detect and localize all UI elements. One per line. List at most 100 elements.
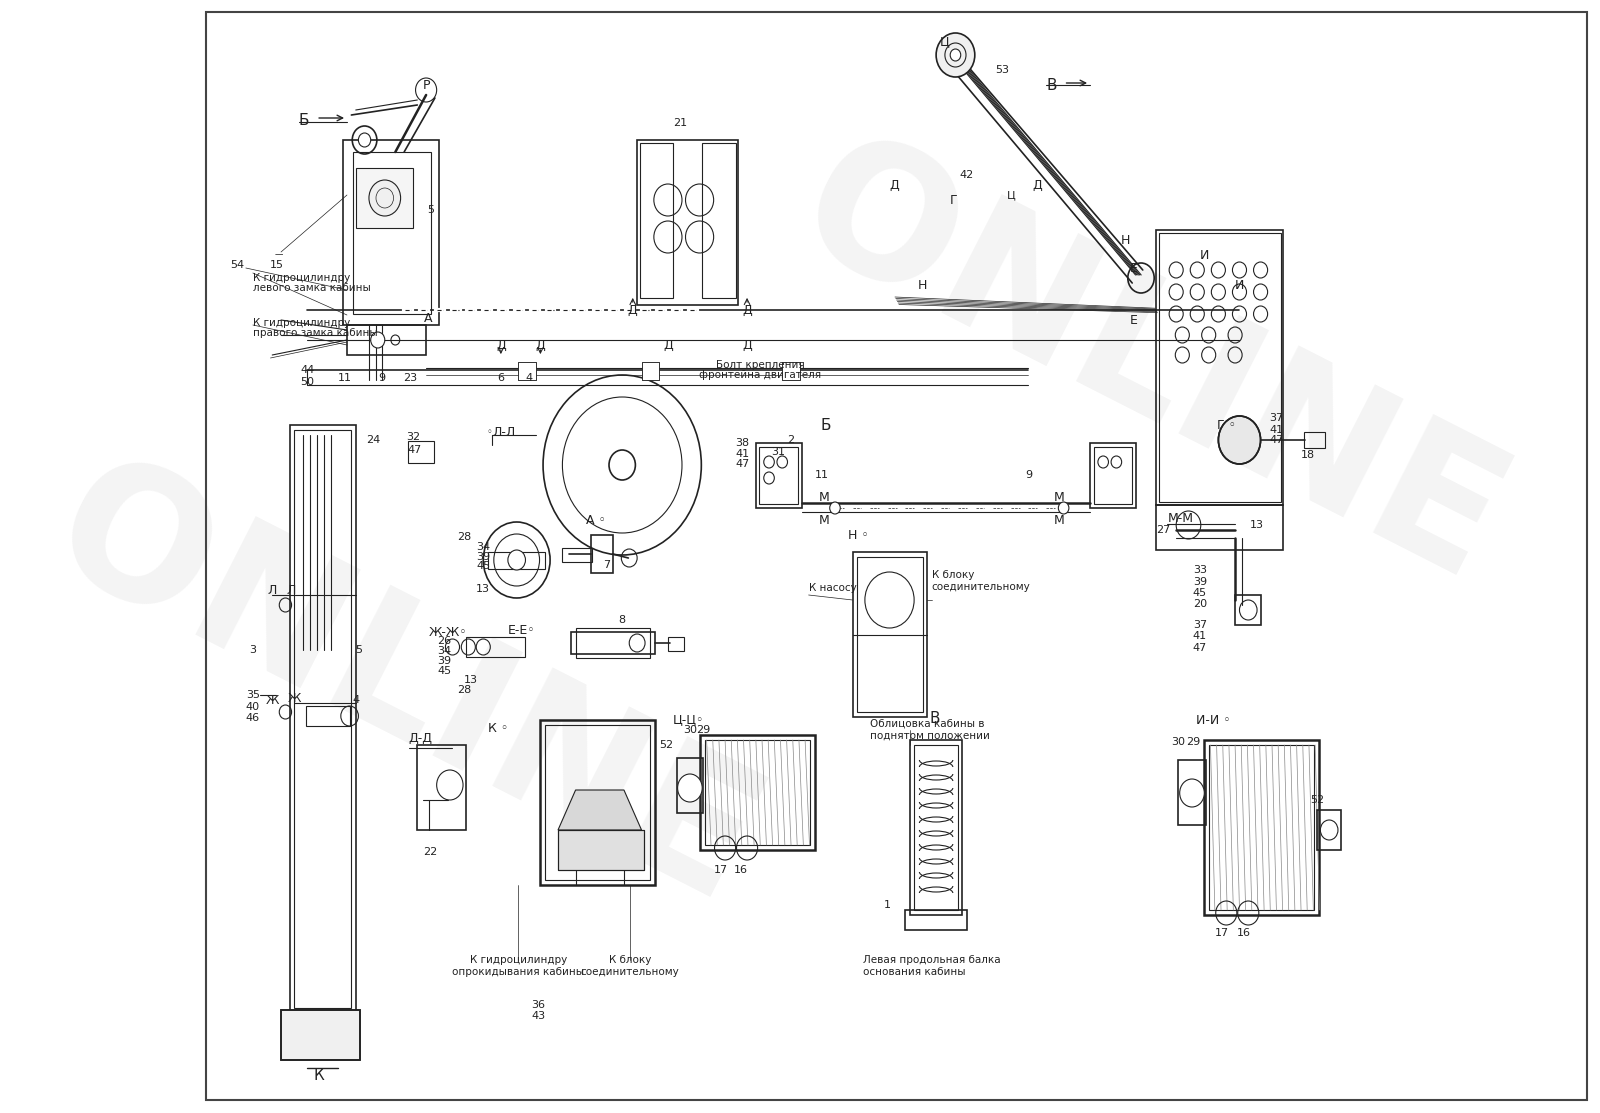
Text: 47: 47 <box>1192 643 1206 653</box>
Text: Л: Л <box>267 583 277 597</box>
Bar <box>294 430 352 1008</box>
Text: 17: 17 <box>714 865 728 875</box>
Bar <box>667 637 683 651</box>
Circle shape <box>370 180 400 216</box>
Text: 34: 34 <box>437 646 451 656</box>
Text: 20: 20 <box>1194 599 1206 609</box>
Bar <box>283 1013 302 1048</box>
Text: Болт крепления: Болт крепления <box>715 359 805 370</box>
Bar <box>571 632 654 654</box>
Text: 53: 53 <box>995 65 1010 75</box>
Text: 30: 30 <box>683 725 698 735</box>
Text: И-И ◦: И-И ◦ <box>1195 713 1230 727</box>
Text: В: В <box>930 710 939 726</box>
Bar <box>853 552 928 717</box>
Bar <box>640 142 674 298</box>
Bar <box>282 1009 360 1060</box>
Text: 13: 13 <box>464 674 478 684</box>
Text: 27: 27 <box>1155 525 1170 535</box>
Bar <box>558 830 645 870</box>
Bar <box>408 441 434 463</box>
Text: Левая продольная балка: Левая продольная балка <box>862 955 1000 965</box>
Bar <box>755 443 802 508</box>
Text: 52: 52 <box>659 740 674 750</box>
Text: 6: 6 <box>498 373 504 383</box>
Bar <box>558 830 645 870</box>
Text: 28: 28 <box>456 684 470 695</box>
Text: Г: Г <box>950 194 957 207</box>
Text: 3: 3 <box>250 646 256 654</box>
Text: 2: 2 <box>787 435 795 445</box>
Text: 37: 37 <box>1269 413 1283 423</box>
Text: ONLINE: ONLINE <box>26 439 784 942</box>
Text: Ж-Ж◦: Ж-Ж◦ <box>429 626 467 639</box>
Text: Д: Д <box>1032 178 1042 191</box>
Text: И: И <box>1200 248 1210 262</box>
Text: 7: 7 <box>603 560 610 570</box>
Bar <box>782 362 800 380</box>
Circle shape <box>936 33 974 77</box>
Text: поднятом положении: поднятом положении <box>870 731 990 741</box>
Text: Е: Е <box>1130 262 1138 275</box>
Bar <box>702 142 736 298</box>
Text: К насосу: К насосу <box>808 583 856 593</box>
Text: 39: 39 <box>1194 577 1206 587</box>
Text: А: А <box>424 312 434 325</box>
Text: 21: 21 <box>674 118 688 128</box>
Text: 29: 29 <box>696 725 710 735</box>
Text: 52: 52 <box>1310 795 1323 805</box>
Text: Б: Б <box>299 112 309 128</box>
Text: 17: 17 <box>1214 928 1229 938</box>
Circle shape <box>1218 416 1261 464</box>
Bar <box>576 628 650 658</box>
Bar <box>518 362 536 380</box>
Text: 4: 4 <box>525 373 533 383</box>
Text: К гидроцилиндру: К гидроцилиндру <box>470 955 566 965</box>
Bar <box>354 152 430 314</box>
Text: 38: 38 <box>736 439 750 449</box>
Text: 11: 11 <box>338 373 352 383</box>
Text: 1: 1 <box>885 900 891 910</box>
Bar <box>518 362 536 380</box>
Text: 36: 36 <box>531 999 546 1009</box>
Bar <box>282 1009 360 1060</box>
Text: 32: 32 <box>406 432 419 442</box>
Text: соединительному: соединительному <box>581 967 680 977</box>
Bar <box>563 548 592 562</box>
Text: М: М <box>819 513 830 526</box>
Text: 45: 45 <box>437 666 451 676</box>
Bar <box>637 140 738 305</box>
Text: Г ◦: Г ◦ <box>1218 418 1237 432</box>
Text: 34: 34 <box>477 542 490 552</box>
Text: Д: Д <box>536 338 546 352</box>
Text: 45: 45 <box>477 561 490 571</box>
Bar <box>306 706 350 726</box>
Text: 5: 5 <box>355 646 362 654</box>
Bar <box>342 140 440 325</box>
Text: 9: 9 <box>379 373 386 383</box>
Circle shape <box>1179 779 1205 807</box>
Bar <box>1155 230 1283 505</box>
Text: Ц: Ц <box>941 36 950 49</box>
Bar <box>706 740 810 845</box>
Text: ONLINE: ONLINE <box>771 116 1530 619</box>
Text: 16: 16 <box>734 865 747 875</box>
Bar <box>1205 740 1318 915</box>
Text: Облицовка кабины в: Облицовка кабины в <box>870 719 984 729</box>
Text: соединительному: соединительному <box>931 582 1030 592</box>
Text: 29: 29 <box>1186 737 1200 747</box>
Text: правого замка кабины: правого замка кабины <box>253 328 378 338</box>
Text: М: М <box>1054 513 1064 526</box>
Text: Б: Б <box>821 417 832 433</box>
Text: Д: Д <box>890 178 899 191</box>
Text: Н ◦: Н ◦ <box>848 529 869 542</box>
Circle shape <box>358 132 371 147</box>
Bar <box>1090 443 1136 508</box>
Bar <box>347 325 426 355</box>
Text: опрокидывания кабины: опрокидывания кабины <box>453 967 584 977</box>
Text: А ◦: А ◦ <box>586 513 606 526</box>
Text: 47: 47 <box>736 459 750 469</box>
Bar <box>1317 810 1341 850</box>
Text: 40: 40 <box>246 702 259 712</box>
Bar <box>642 362 659 380</box>
